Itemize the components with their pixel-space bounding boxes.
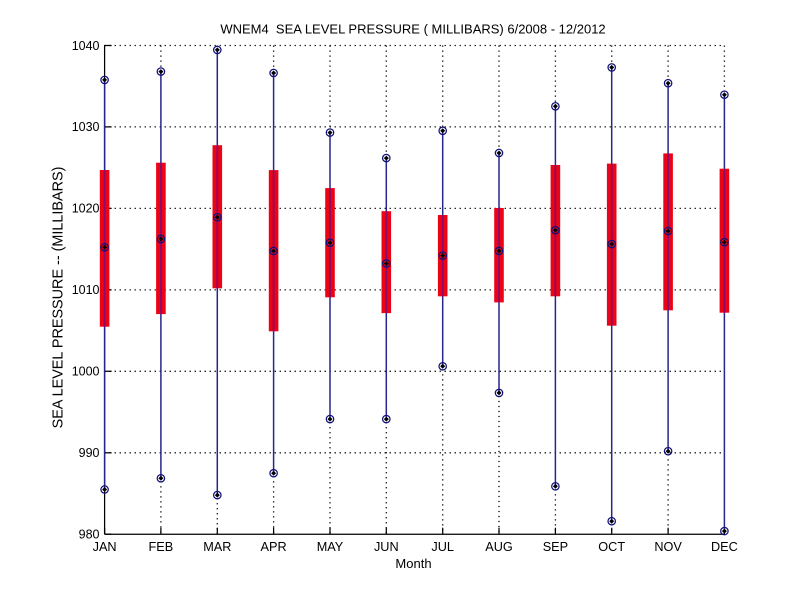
svg-text:Month: Month (395, 556, 431, 571)
svg-text:1020: 1020 (72, 202, 100, 216)
svg-text:AUG: AUG (485, 540, 513, 554)
svg-text:1010: 1010 (72, 283, 100, 297)
svg-text:JAN: JAN (93, 540, 117, 554)
svg-text:SEP: SEP (543, 540, 568, 554)
svg-text:MAR: MAR (203, 540, 231, 554)
svg-text:APR: APR (261, 540, 287, 554)
svg-text:1040: 1040 (72, 39, 100, 53)
svg-text:WNEM4 SEA LEVEL PRESSURE ( MI: WNEM4 SEA LEVEL PRESSURE ( MILLIBARS) 6/… (220, 22, 605, 37)
svg-text:1030: 1030 (72, 120, 100, 134)
svg-text:MAY: MAY (317, 540, 344, 554)
svg-text:SEA LEVEL PRESSURE -- (MILLIBA: SEA LEVEL PRESSURE -- (MILLIBARS) (51, 167, 67, 429)
svg-text:DEC: DEC (711, 540, 738, 554)
svg-text:OCT: OCT (598, 540, 625, 554)
svg-text:JUN: JUN (374, 540, 399, 554)
svg-text:990: 990 (79, 446, 100, 460)
svg-text:FEB: FEB (149, 540, 174, 554)
svg-text:1000: 1000 (72, 365, 100, 379)
svg-text:NOV: NOV (654, 540, 682, 554)
svg-text:980: 980 (79, 528, 100, 542)
svg-text:JUL: JUL (431, 540, 454, 554)
